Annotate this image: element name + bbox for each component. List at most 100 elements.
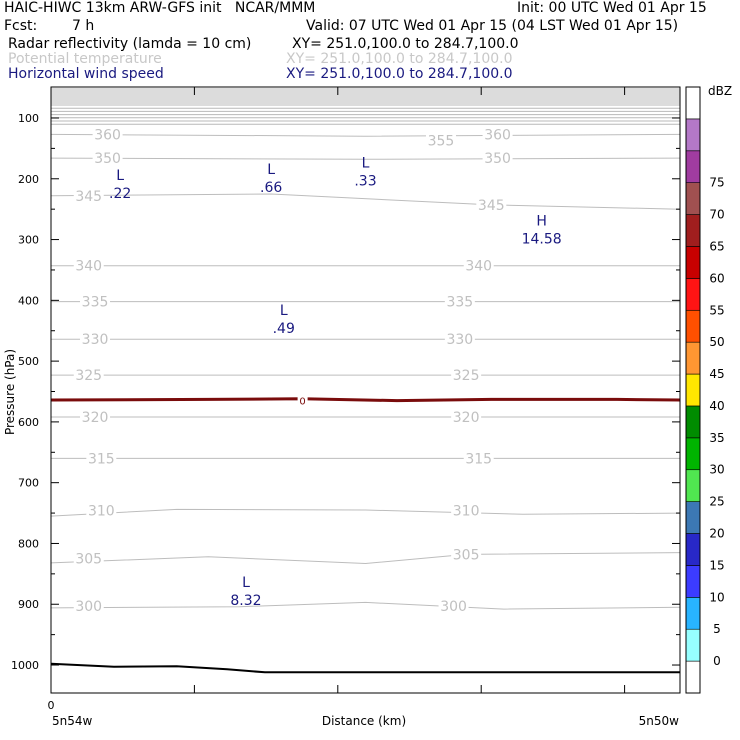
colorbar-unit: dBZ: [708, 84, 732, 98]
plot-border: [50, 86, 681, 694]
colorbar-segment: [685, 214, 701, 247]
colorbar-label: 40: [709, 399, 724, 413]
colorbar-label: 10: [709, 590, 724, 604]
y-tick-label: 600: [18, 416, 39, 429]
colorbar-label: 45: [709, 367, 724, 381]
wind-extrema: L .22 L .66 L .33 H 14.58 L .49 L 8.32: [109, 156, 562, 609]
theta-label-bg: [86, 450, 117, 465]
colorbar-segment: [685, 182, 701, 215]
model-title: HAIC-HIWC 13km ARW-GFS init NCAR/MMM: [4, 0, 316, 16]
y-tick-label: 800: [18, 537, 39, 550]
theta-label-bg: [92, 126, 123, 141]
theta-label-bg: [482, 126, 513, 141]
x-axis-origin-label: 0: [48, 699, 55, 712]
theta-label-bg: [73, 257, 104, 272]
wind-extremum-value: 8.32: [230, 593, 261, 609]
colorbar-label: 25: [709, 495, 724, 509]
forecast-hour: 7 h: [72, 18, 95, 34]
theta-label: 325: [75, 368, 102, 384]
x-axis-title: Distance (km): [322, 714, 406, 728]
init-time: Init: 00 UTC Wed 01 Apr 15: [517, 0, 707, 16]
theta-label: 350: [94, 151, 121, 167]
terrain-path: [50, 662, 680, 674]
colorbar-label: 0: [713, 654, 721, 668]
upper-isentrope-band: [51, 88, 680, 125]
theta-label: 330: [446, 332, 473, 348]
colorbar-segment: [685, 86, 701, 120]
wind-extremum-value: .66: [260, 180, 282, 196]
theta-label: 310: [453, 504, 480, 520]
y-tick-label: 500: [18, 355, 39, 368]
theta-label-bg: [438, 598, 469, 613]
y-tick-label: 200: [18, 173, 39, 186]
colorbar-segment: [685, 341, 701, 375]
theta-label: 320: [453, 410, 480, 426]
x-axis: [193, 87, 626, 693]
theta-label: 305: [75, 552, 102, 568]
terrain-line: [50, 662, 680, 674]
theta-line: [50, 133, 681, 137]
theta-line: [50, 193, 681, 210]
y-axis: 100 200 300 400 500 600 700 800 900 1000: [11, 112, 680, 672]
theta-label-bg: [80, 409, 111, 424]
colorbar-segment: [685, 628, 701, 662]
wind-extremum-value: .33: [354, 174, 376, 190]
colorbar-border: [685, 86, 701, 694]
theta-line: [50, 157, 681, 160]
theta-label: 330: [82, 332, 109, 348]
theta-label-bg: [444, 331, 475, 346]
theta-label: 310: [88, 504, 115, 520]
colorbar-label: 50: [709, 335, 724, 349]
wind-extremum-type: L: [116, 168, 124, 184]
theta-label-bg: [80, 331, 111, 346]
zero-dbz-label-bg: [297, 394, 308, 407]
theta-label: 305: [453, 547, 480, 563]
colorbar-segment: [685, 660, 701, 694]
wind-extremum-type: H: [536, 213, 547, 229]
theta-contours: [50, 133, 681, 610]
x-axis-left-label: 5n54w: [52, 714, 93, 728]
colorbar-label: 5: [713, 622, 721, 636]
zero-dbz-contour: 0: [50, 394, 681, 408]
colorbar-segment: [685, 469, 701, 502]
theta-label: 315: [88, 451, 115, 467]
colorbar-label: 20: [709, 527, 724, 541]
y-tick-label: 100: [18, 112, 39, 125]
theta-label: 340: [465, 259, 492, 275]
y-tick-label: 700: [18, 477, 39, 490]
field-wind-xy: XY= 251.0,100.0 to 284.7,100.0: [286, 66, 513, 82]
colorbar-label: 55: [709, 303, 724, 317]
colorbar-segment: [685, 246, 701, 279]
colorbar-segment: [685, 405, 701, 439]
theta-label-bg: [451, 409, 482, 424]
theta-label-bg: [86, 502, 117, 517]
field-wind-name: Horizontal wind speed: [8, 66, 164, 82]
theta-label: 360: [94, 127, 121, 143]
theta-label-bg: [444, 293, 475, 308]
wind-extremum-type: L: [267, 162, 275, 178]
theta-label-bg: [73, 550, 104, 565]
theta-label: 315: [465, 451, 492, 467]
y-tick-label: 900: [18, 598, 39, 611]
theta-label: 325: [453, 368, 480, 384]
theta-label-bg: [451, 502, 482, 517]
colorbar-label: 30: [709, 463, 724, 477]
colorbar-label: 65: [709, 239, 724, 253]
colorbar-label: 60: [709, 271, 724, 285]
theta-label-bg: [482, 150, 513, 165]
colorbar-segment: [685, 118, 701, 152]
theta-label: 360: [484, 127, 511, 143]
theta-label-bg: [476, 196, 507, 211]
theta-label: 300: [75, 599, 102, 615]
theta-line: [50, 552, 681, 565]
theta-label-bg: [80, 293, 111, 308]
colorbar-segment: [685, 437, 701, 471]
theta-line: [50, 508, 681, 517]
valid-time: Valid: 07 UTC Wed 01 Apr 15 (04 LST Wed …: [306, 18, 679, 34]
colorbar-label: 70: [709, 208, 724, 222]
wind-extremum-value: 14.58: [522, 231, 562, 247]
zero-dbz-line: [50, 397, 681, 403]
field-theta-xy: XY= 251.0,100.0 to 284.7,100.0: [286, 51, 513, 67]
theta-label: 345: [75, 189, 102, 205]
theta-label: 300: [440, 599, 467, 615]
